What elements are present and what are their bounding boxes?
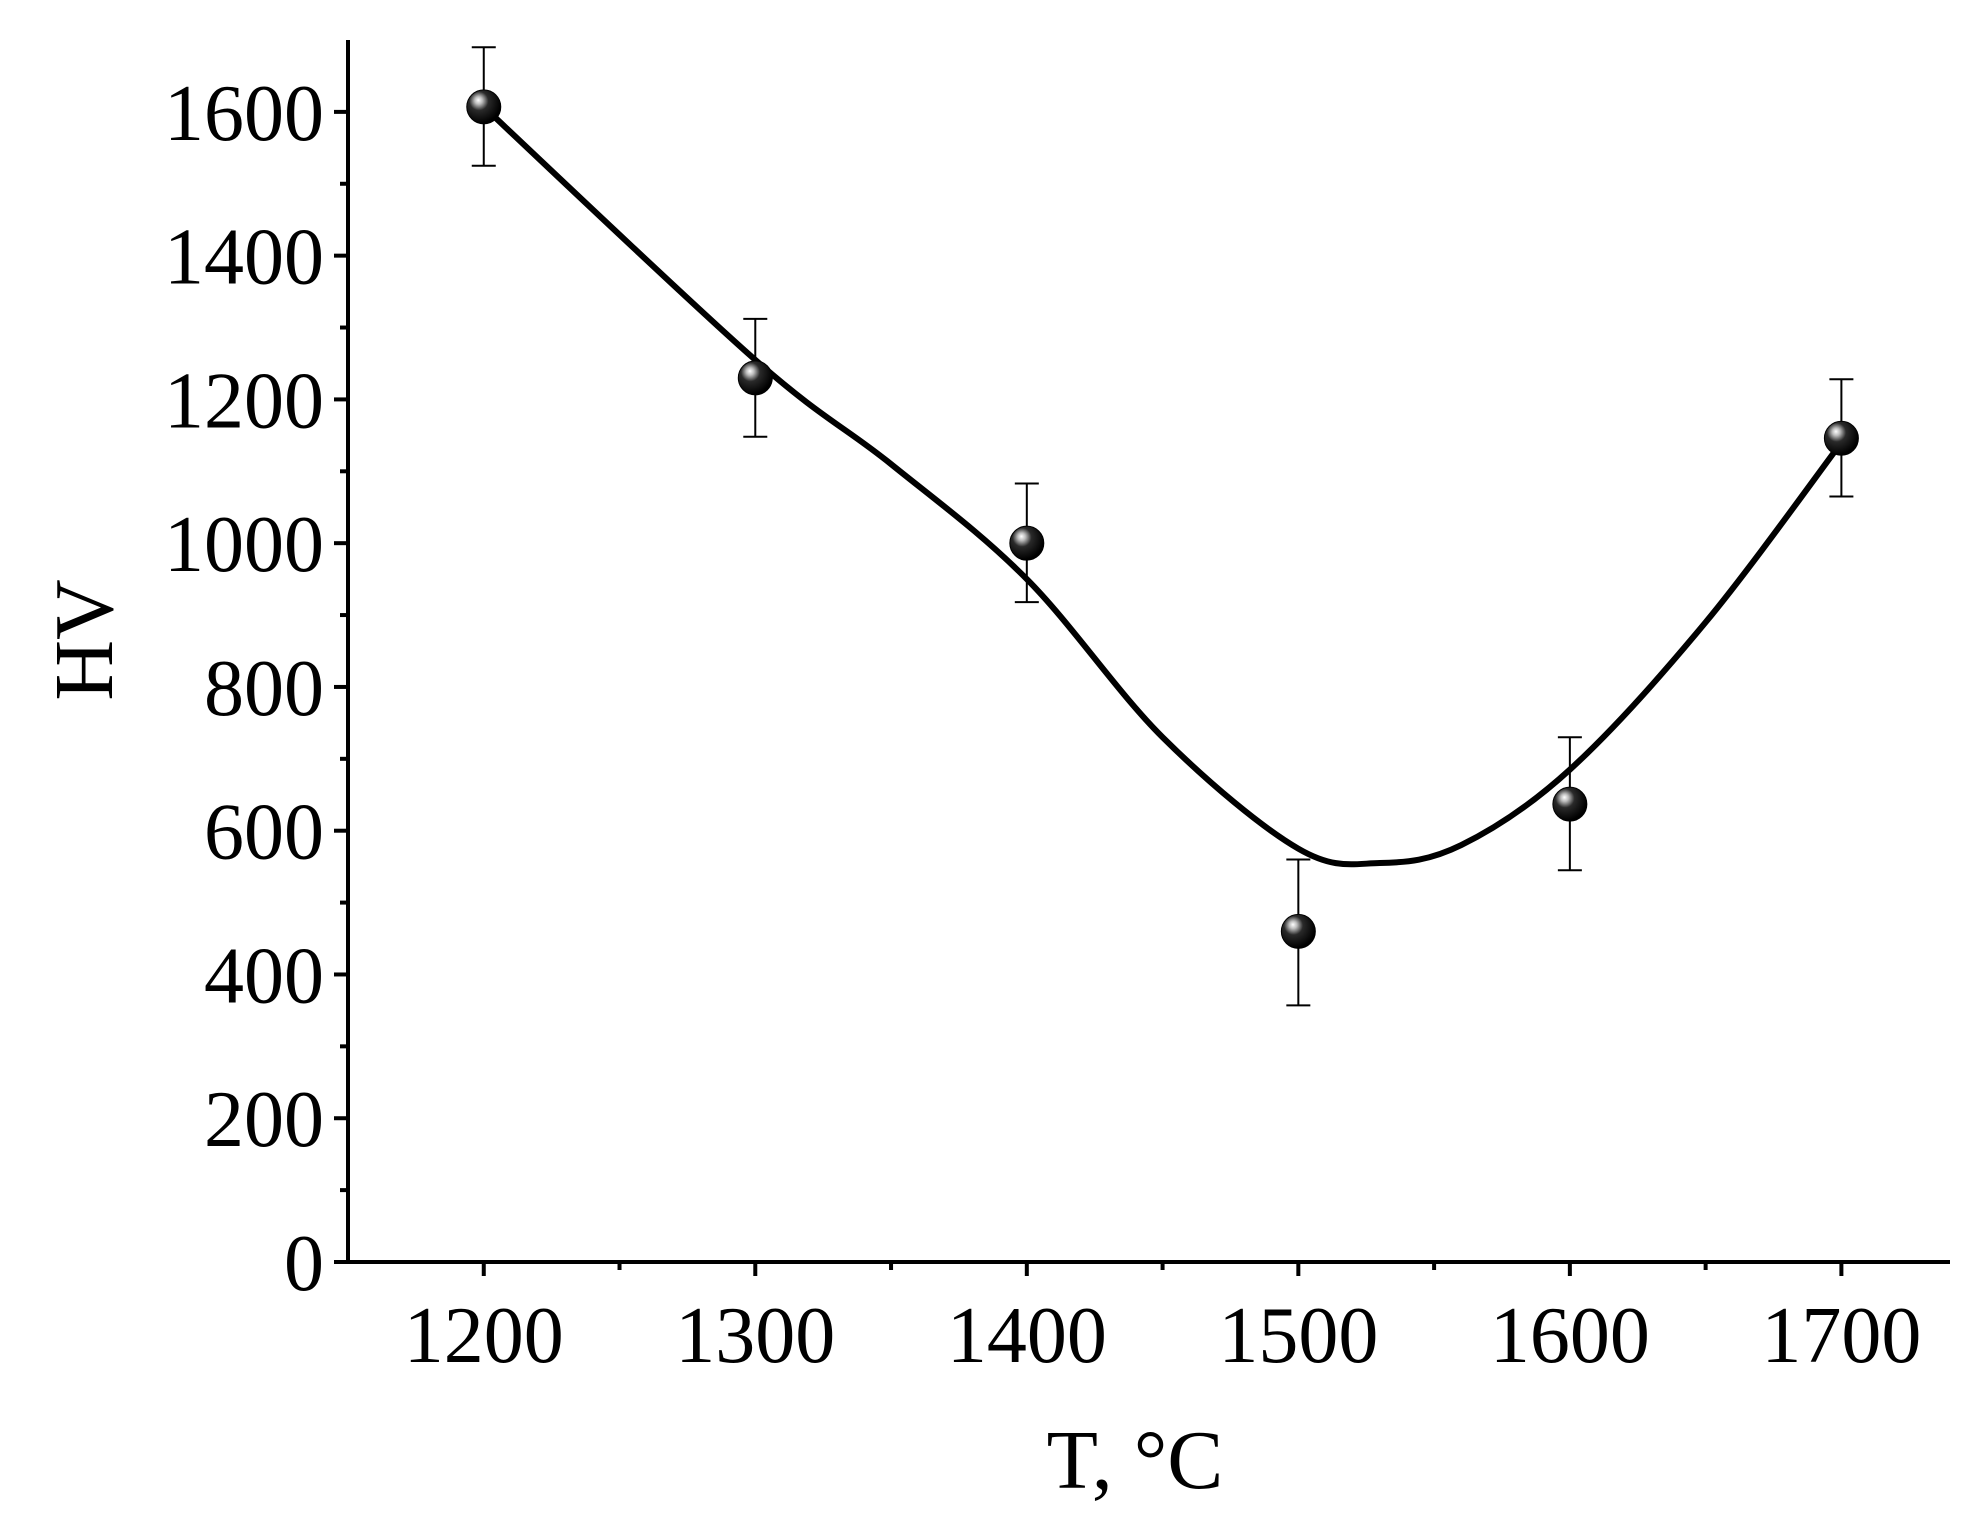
data-point xyxy=(466,89,502,125)
axes-layer xyxy=(346,40,1950,1264)
y-tick-label: 1000 xyxy=(164,501,324,589)
ticks-layer: 0 200 400 600 800 1000 1200 1400 1600 1200 1300 140… xyxy=(164,70,1921,1380)
data-points-layer xyxy=(466,89,1859,949)
x-tick-label: 1600 xyxy=(1490,1292,1650,1380)
x-tick-label: 1300 xyxy=(675,1292,835,1380)
y-tick-label: 800 xyxy=(204,645,324,733)
x-tick-label: 1500 xyxy=(1218,1292,1378,1380)
x-tick-label: 1400 xyxy=(947,1292,1107,1380)
data-point xyxy=(1280,913,1316,949)
y-tick-label: 1600 xyxy=(164,70,324,158)
data-point xyxy=(1823,420,1859,456)
y-tick-label: 600 xyxy=(204,789,324,877)
y-axis-title: HV xyxy=(38,579,131,700)
y-tick-label: 400 xyxy=(204,932,324,1020)
data-point xyxy=(737,360,773,396)
error-bars-layer xyxy=(471,46,1854,1007)
x-axis-title: T, °C xyxy=(1047,1414,1224,1507)
y-tick-label: 0 xyxy=(284,1220,324,1308)
fit-curve xyxy=(480,103,1845,868)
fit-curve-layer xyxy=(480,103,1845,868)
y-tick-label: 1400 xyxy=(164,214,324,302)
y-tick-label: 1200 xyxy=(164,357,324,445)
data-point xyxy=(1552,786,1588,822)
data-point xyxy=(1009,525,1045,561)
x-tick-label: 1700 xyxy=(1761,1292,1921,1380)
y-tick-label: 200 xyxy=(204,1076,324,1164)
x-tick-label: 1200 xyxy=(404,1292,564,1380)
